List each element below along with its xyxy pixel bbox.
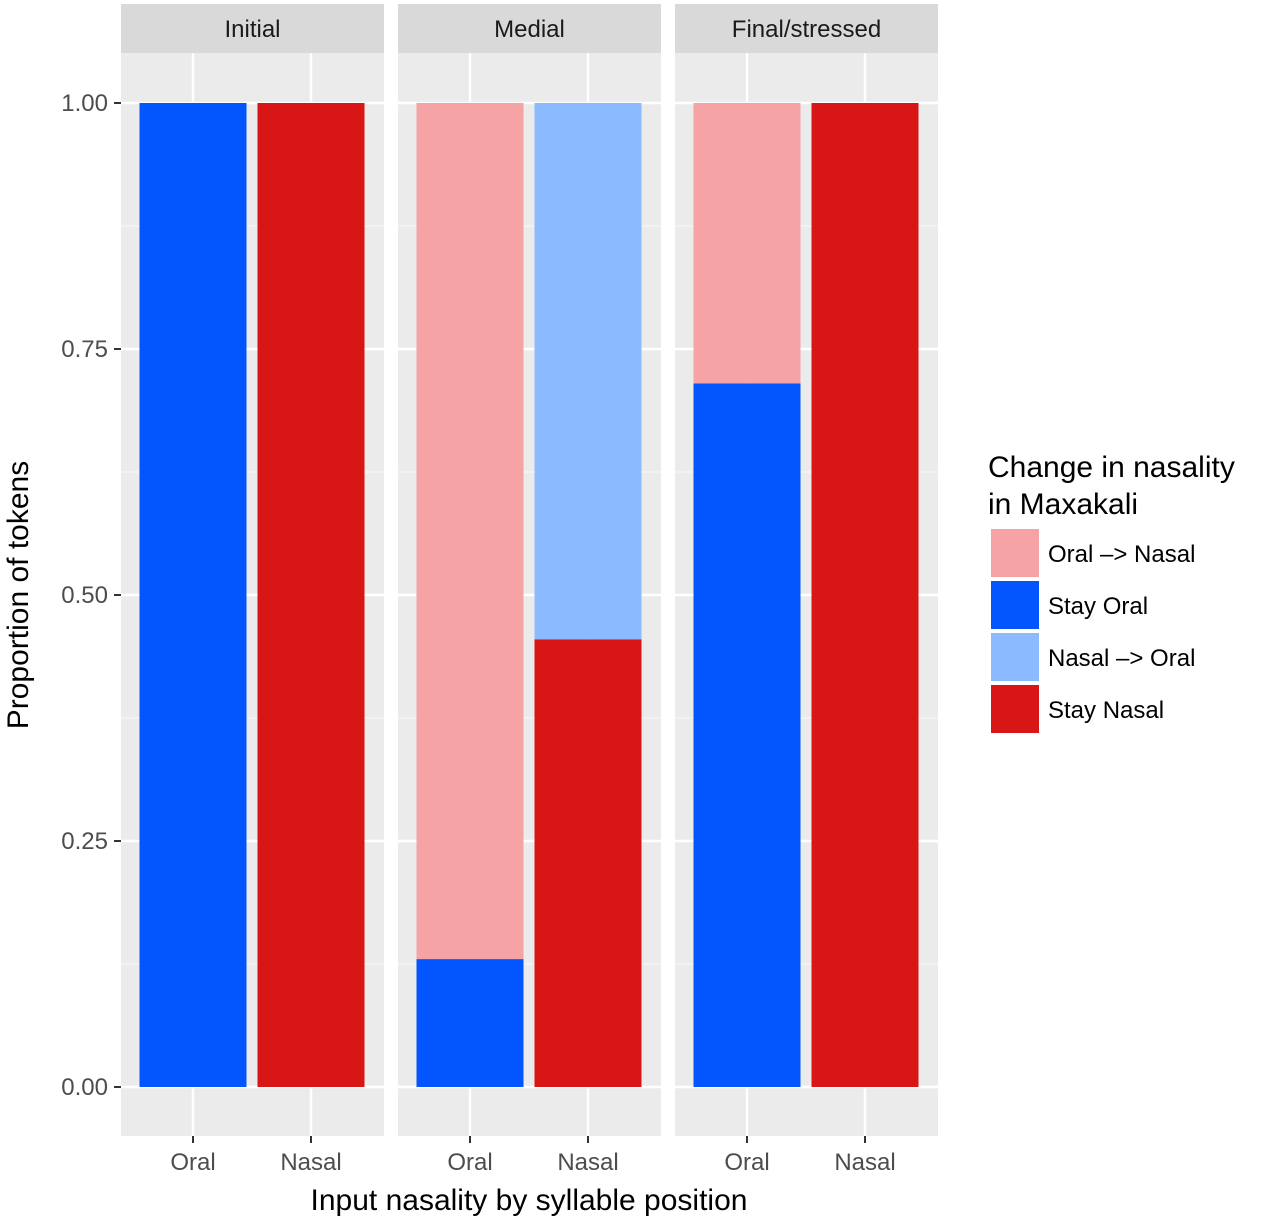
- bar-segment: [257, 103, 365, 1087]
- x-tick-label: Nasal: [557, 1149, 618, 1176]
- x-tick-label: Oral: [724, 1149, 769, 1176]
- facet-label: Initial: [224, 16, 280, 43]
- legend-title: Change in nasality: [988, 451, 1235, 484]
- legend-label: Stay Nasal: [1048, 697, 1164, 724]
- bar-segment: [416, 959, 524, 1087]
- y-tick-label: 0.00: [61, 1074, 108, 1101]
- legend-label: Nasal –> Oral: [1048, 645, 1195, 672]
- legend-title: in Maxakali: [988, 488, 1138, 521]
- x-tick-label: Oral: [170, 1149, 215, 1176]
- legend-key: [991, 529, 1039, 577]
- x-tick-label: Nasal: [834, 1149, 895, 1176]
- x-axis-title: Input nasality by syllable position: [311, 1184, 748, 1217]
- legend-key: [991, 581, 1039, 629]
- bar-segment: [139, 103, 247, 1087]
- legend-key: [991, 685, 1039, 733]
- y-tick-label: 1.00: [61, 90, 108, 117]
- facet-strip: [121, 4, 384, 53]
- x-tick-label: Oral: [447, 1149, 492, 1176]
- legend-label: Stay Oral: [1048, 593, 1148, 620]
- legend-key: [991, 633, 1039, 681]
- facet-label: Final/stressed: [732, 16, 881, 43]
- bar-segment: [534, 639, 642, 1087]
- facet-strip: [675, 4, 938, 53]
- y-tick-label: 0.25: [61, 828, 108, 855]
- facet-strip: [398, 4, 661, 53]
- legend-label: Oral –> Nasal: [1048, 541, 1195, 568]
- y-tick-label: 0.75: [61, 336, 108, 363]
- bar-segment: [693, 383, 801, 1087]
- y-tick-label: 0.50: [61, 582, 108, 609]
- facet-label: Medial: [494, 16, 565, 43]
- x-tick-label: Nasal: [280, 1149, 341, 1176]
- y-axis-title: Proportion of tokens: [2, 461, 35, 730]
- bar-segment: [693, 103, 801, 384]
- bar-segment: [416, 103, 524, 960]
- bar-segment: [534, 103, 642, 640]
- bar-segment: [811, 103, 919, 1087]
